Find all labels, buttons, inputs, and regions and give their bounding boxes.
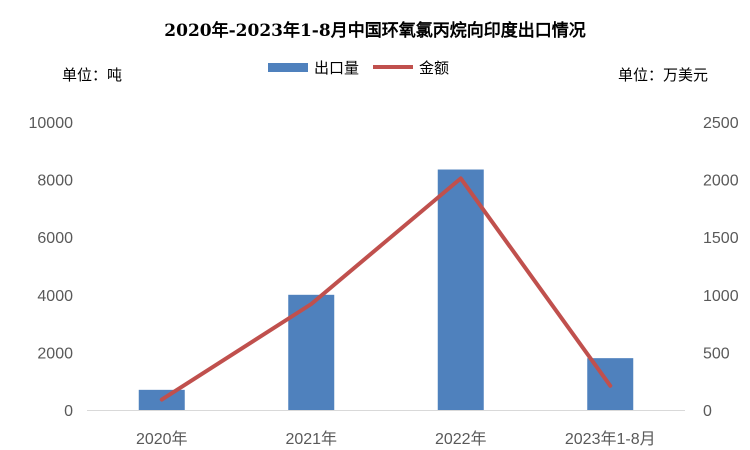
right-axis-unit: 单位：万美元 <box>618 66 709 84</box>
legend-label-export-volume: 出口量 <box>314 58 360 77</box>
x-axis-tick-label: 2022年 <box>435 430 487 448</box>
legend-item-export-volume: 出口量 <box>268 57 359 78</box>
left-axis-tick-label: 6000 <box>37 230 73 247</box>
right-axis-tick-label: 2500 <box>703 115 739 132</box>
x-axis-tick-label: 2021年 <box>285 430 337 448</box>
left-axis-tick-label: 8000 <box>37 173 73 190</box>
right-axis-tick-label: 1000 <box>703 288 739 305</box>
right-axis-tick-label: 0 <box>703 403 712 420</box>
amount-line <box>159 176 613 402</box>
right-axis-tick-label: 500 <box>703 345 730 362</box>
left-axis-tick-label: 2000 <box>37 345 73 362</box>
legend-swatch-bar <box>268 62 308 72</box>
left-axis-tick-label: 10000 <box>29 115 74 132</box>
x-axis-tick-label: 2023年1-8月 <box>565 430 656 448</box>
chart-title: 2020年-2023年1-8月中国环氧氯丙烷向印度出口情况 <box>164 21 586 41</box>
legend-item-amount: 金额 <box>373 57 449 78</box>
right-axis-tick-label: 2000 <box>703 173 739 190</box>
left-axis-tick-label: 0 <box>64 403 73 420</box>
legend-swatch-line <box>373 65 414 69</box>
right-axis-tick-label: 1500 <box>703 230 739 247</box>
x-axis-tick-label: 2020年 <box>136 430 188 448</box>
bar-3 <box>437 169 484 410</box>
left-axis-tick-label: 4000 <box>37 288 73 305</box>
legend-label-amount: 金额 <box>419 58 450 77</box>
left-axis-unit: 单位：吨 <box>62 66 123 84</box>
legend: 出口量 金额 <box>268 56 463 78</box>
